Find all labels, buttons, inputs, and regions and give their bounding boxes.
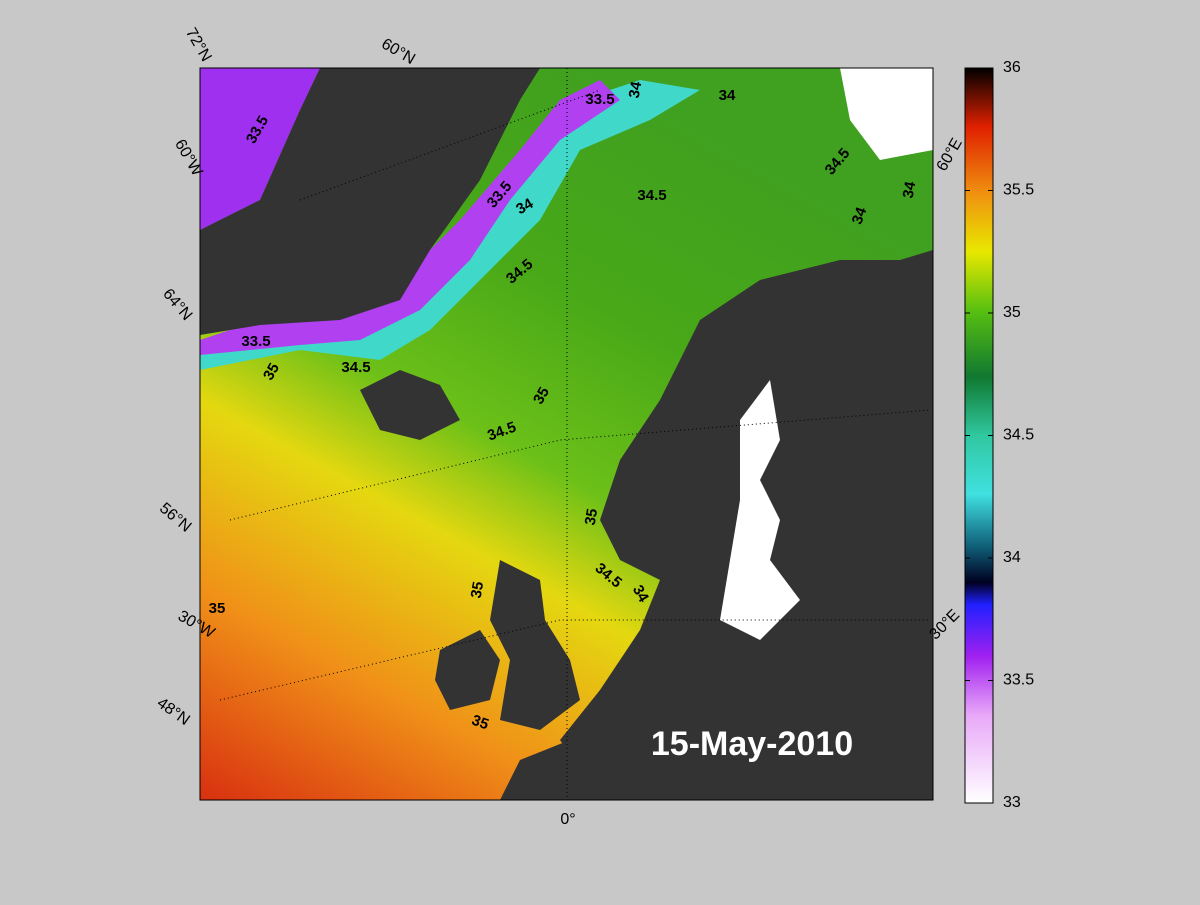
graticule-label: 60°E [934, 136, 966, 175]
contour-label: 34 [626, 80, 646, 100]
iceland [360, 370, 460, 440]
contour-label: 35 [530, 384, 553, 407]
colorbar-tick-label: 35.5 [1003, 182, 1034, 199]
colorbar-tick-label: 33 [1003, 794, 1021, 811]
colorbar-tick-label: 34 [1003, 549, 1021, 566]
graticule-label: 64°N [159, 286, 195, 324]
colorbar-tick-label: 36 [1003, 59, 1021, 76]
map-frame [199, 67, 934, 801]
colorbar-tick-label: 33.5 [1003, 672, 1034, 689]
map-area [200, 68, 933, 800]
arctic-ice [840, 68, 933, 160]
contour-label: 35 [469, 712, 490, 734]
france [500, 730, 620, 800]
colorbar-tick-label: 34.5 [1003, 427, 1034, 444]
fresh-water [200, 68, 320, 230]
date-label: 15-May-2010 [651, 725, 853, 763]
graticule-label: 48°N [154, 695, 193, 729]
contour-label: 34.5 [637, 187, 666, 204]
contour-label: 33.5 [585, 91, 614, 108]
baltic [720, 380, 800, 640]
graticule-label: 0° [560, 811, 575, 828]
contour-label: 34 [629, 582, 652, 606]
colorbar-tick-label: 35 [1003, 304, 1021, 321]
graticule-label: 56°N [156, 500, 194, 536]
contour-label: 35 [582, 507, 602, 526]
graticule [219, 89, 931, 701]
ireland [435, 630, 500, 710]
contour-label: 34.5 [341, 359, 370, 376]
contour-label: 34 [849, 204, 871, 226]
contour-label: 34 [719, 87, 736, 104]
graticule-label: 60°N [378, 35, 417, 68]
polar-water [200, 80, 700, 370]
contour-label: 34 [900, 180, 920, 200]
contour-label: 33.5 [241, 333, 270, 350]
greenland [200, 68, 540, 335]
contour-label: 35 [209, 600, 226, 617]
contour-label: 35 [468, 580, 488, 599]
graticule-label: 72°N [182, 25, 215, 64]
britain [490, 560, 580, 730]
contour-label: 34 [513, 195, 537, 218]
contour-label: 35 [260, 360, 283, 383]
